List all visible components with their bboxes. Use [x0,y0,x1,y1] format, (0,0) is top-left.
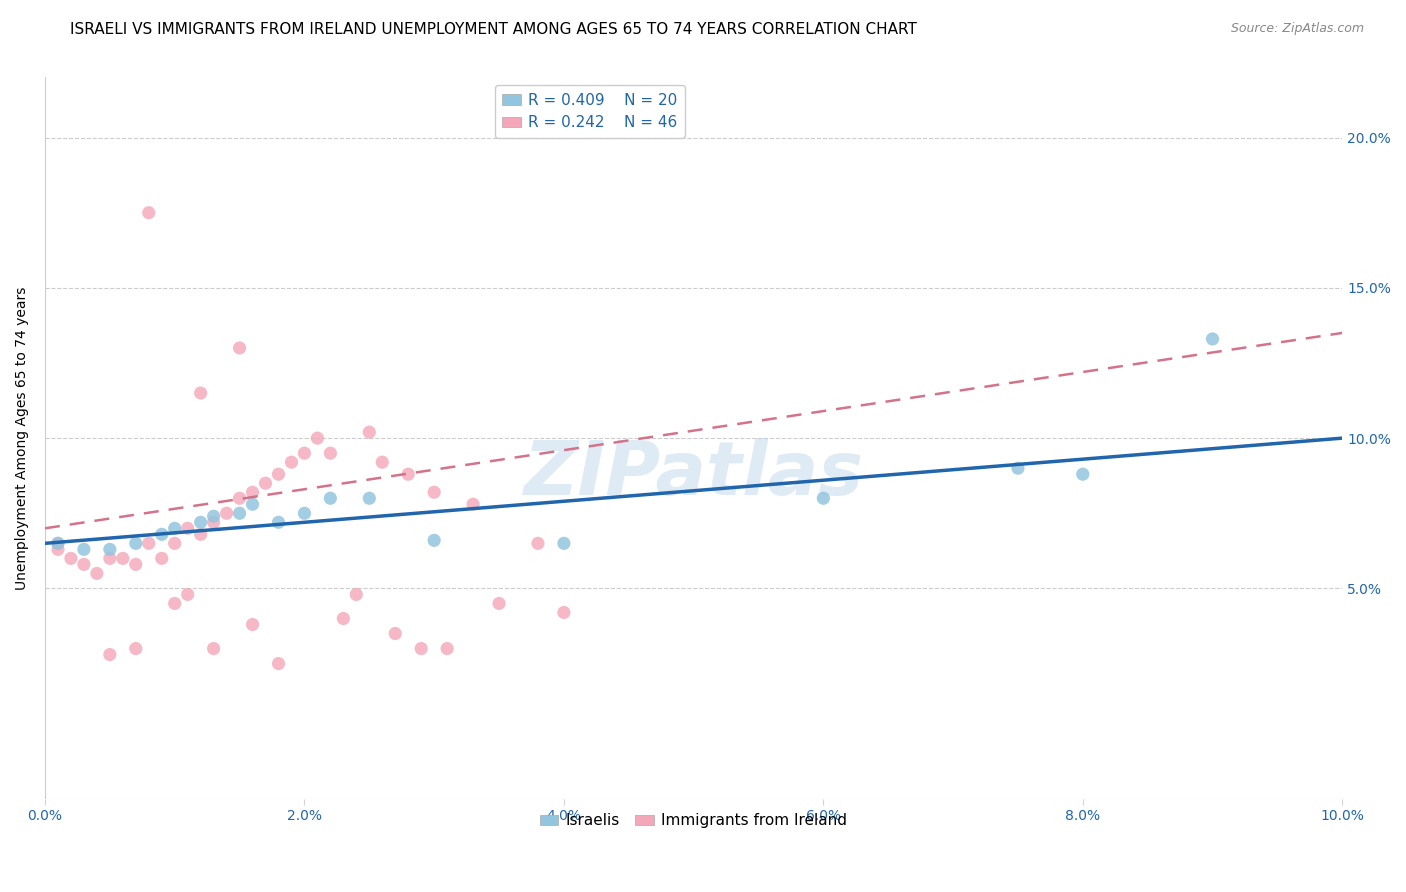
Point [163,521,186,535]
Point [307,431,329,445]
Point [150,527,173,541]
Point [163,597,186,611]
Point [215,506,238,520]
Point [813,491,835,506]
Point [190,386,212,401]
Point [242,485,264,500]
Point [190,516,212,530]
Text: ISRAELI VS IMMIGRANTS FROM IRELAND UNEMPLOYMENT AMONG AGES 65 TO 74 YEARS CORREL: ISRAELI VS IMMIGRANTS FROM IRELAND UNEMP… [70,22,917,37]
Point [294,506,316,520]
Point [138,536,160,550]
Point [411,641,433,656]
Point [359,491,381,506]
Point [461,497,484,511]
Text: ZIPatlas: ZIPatlas [523,438,863,511]
Point [267,516,290,530]
Point [280,455,302,469]
Point [163,536,186,550]
Point [228,506,250,520]
Point [267,467,290,482]
Point [384,626,406,640]
Point [202,641,225,656]
Point [294,446,316,460]
Point [228,491,250,506]
Point [98,648,121,662]
Point [228,341,250,355]
Point [202,509,225,524]
Point [359,425,381,439]
Point [150,551,173,566]
Point [553,536,575,550]
Y-axis label: Unemployment Among Ages 65 to 74 years: Unemployment Among Ages 65 to 74 years [15,286,30,590]
Point [371,455,394,469]
Point [332,611,354,625]
Point [111,551,134,566]
Point [242,497,264,511]
Point [344,587,367,601]
Point [396,467,419,482]
Point [125,558,148,572]
Point [98,542,121,557]
Point [125,641,148,656]
Point [319,491,342,506]
Point [1201,332,1223,346]
Point [125,536,148,550]
Point [59,551,82,566]
Point [319,446,342,460]
Point [267,657,290,671]
Point [190,527,212,541]
Point [202,516,225,530]
Point [1007,461,1029,475]
Point [254,476,277,491]
Point [46,542,69,557]
Point [98,551,121,566]
Point [86,566,108,581]
Point [436,641,458,656]
Point [527,536,550,550]
Point [176,521,198,535]
Point [1071,467,1094,482]
Point [46,536,69,550]
Point [242,617,264,632]
Legend: Israelis, Immigrants from Ireland: Israelis, Immigrants from Ireland [534,807,853,835]
Text: Source: ZipAtlas.com: Source: ZipAtlas.com [1230,22,1364,36]
Point [138,205,160,219]
Point [423,533,446,548]
Point [73,542,96,557]
Point [488,597,510,611]
Point [423,485,446,500]
Point [73,558,96,572]
Point [553,606,575,620]
Point [46,536,69,550]
Point [176,587,198,601]
